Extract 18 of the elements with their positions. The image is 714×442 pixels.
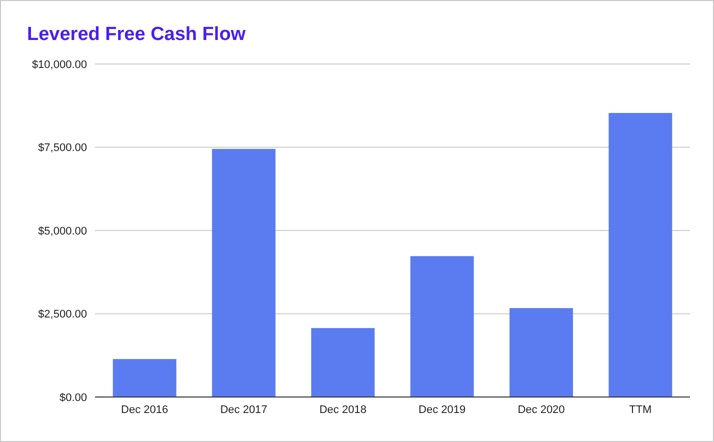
bar <box>311 328 375 397</box>
chart-title: Levered Free Cash Flow <box>27 24 246 45</box>
bar <box>410 256 474 397</box>
x-tick-label: Dec 2018 <box>319 404 366 416</box>
y-tick-label: $0.00 <box>59 392 87 404</box>
x-tick-label: Dec 2016 <box>121 404 168 416</box>
y-tick-label: $5,000.00 <box>38 225 87 238</box>
y-tick-label: $10,000.00 <box>32 58 87 71</box>
x-tick-label: Dec 2017 <box>220 404 268 416</box>
x-tick-label: Dec 2020 <box>518 404 565 416</box>
y-tick-label: $7,500.00 <box>38 142 87 154</box>
x-tick-label: Dec 2019 <box>418 404 466 416</box>
x-tick-label: TTM <box>629 404 652 416</box>
y-tick-label: $2,500.00 <box>38 308 87 321</box>
bar <box>112 359 176 397</box>
bar <box>510 308 573 397</box>
bar <box>608 112 672 397</box>
bar <box>212 148 276 397</box>
